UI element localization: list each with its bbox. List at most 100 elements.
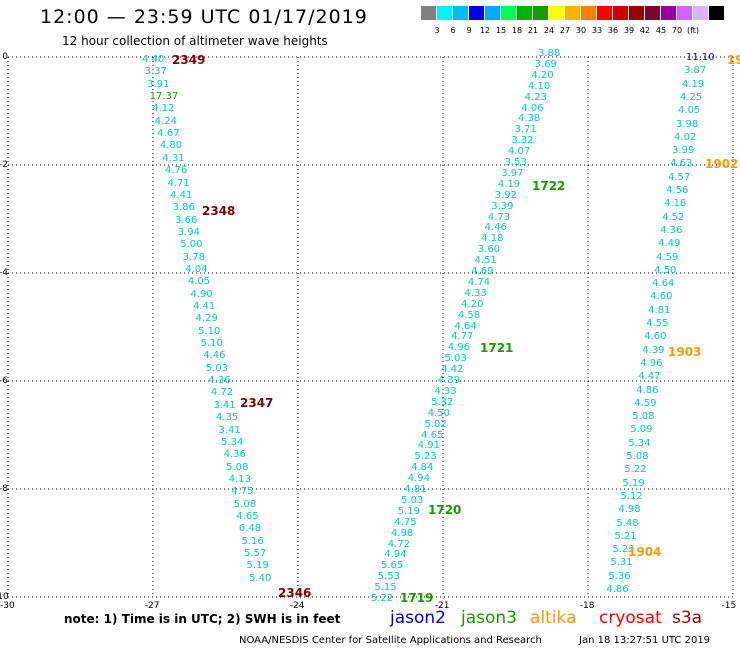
lat-lon-grid bbox=[7, 56, 734, 598]
wave-height-value: 4.72 bbox=[210, 387, 234, 399]
wave-height-value: 3.98 bbox=[676, 118, 699, 130]
wave-height-value: 4.69 bbox=[471, 266, 494, 277]
wave-height-value: 5.23 bbox=[414, 451, 437, 463]
wave-height-value: 4.65 bbox=[421, 429, 444, 441]
wave-height-value: 3.41 bbox=[218, 424, 241, 436]
wave-height-value: 4.23 bbox=[524, 91, 547, 103]
wave-height-value: 4.18 bbox=[481, 233, 504, 245]
color-swatch bbox=[709, 6, 724, 20]
color-swatch bbox=[437, 6, 452, 20]
wave-height-value: 4.36 bbox=[660, 224, 683, 236]
wave-height-value: 4.74 bbox=[467, 276, 491, 288]
color-scale-label: 3 bbox=[434, 26, 440, 35]
color-scale-label: 42 bbox=[639, 26, 651, 35]
pass-number-label: 1721 bbox=[480, 341, 514, 355]
legend-s3a: s3a bbox=[672, 608, 703, 628]
latitude-tick-label: -2 bbox=[0, 160, 8, 170]
legend-altika: altika bbox=[530, 608, 577, 628]
wave-height-value: 4.98 bbox=[391, 527, 414, 539]
wave-height-value: 4.33 bbox=[434, 385, 457, 397]
map-subtitle: 12 hour collection of altimeter wave hei… bbox=[62, 34, 328, 48]
color-scale-label: 30 bbox=[575, 26, 587, 35]
wave-height-value: 3.41 bbox=[213, 399, 236, 411]
pass-number-label: 2348 bbox=[202, 204, 236, 218]
wave-height-value: 4.57 bbox=[668, 171, 691, 183]
pass-number-label: 1902 bbox=[705, 157, 739, 171]
color-swatch bbox=[565, 6, 580, 20]
color-swatch bbox=[661, 6, 676, 20]
wave-height-value: 4.90 bbox=[190, 288, 213, 300]
wave-height-value: 4.19 bbox=[682, 78, 705, 90]
color-scale-label: 15 bbox=[495, 26, 507, 35]
wave-height-value: 4.02 bbox=[674, 131, 697, 143]
wave-height-value: 4.06 bbox=[521, 102, 544, 114]
longitude-tick-label: -27 bbox=[144, 601, 160, 611]
wave-height-value: 5.08 bbox=[626, 451, 649, 462]
wave-height-value: 4.13 bbox=[228, 473, 251, 485]
wave-height-value: 4.75 bbox=[231, 486, 254, 498]
wave-height-value: 4.19 bbox=[497, 178, 521, 190]
wave-height-value: 4.39 bbox=[437, 375, 461, 386]
wave-height-value: 3.71 bbox=[514, 124, 537, 136]
wave-height-value: 3.97 bbox=[501, 167, 524, 179]
wave-height-value: 4.80 bbox=[159, 140, 183, 152]
wave-height-value: 3.92 bbox=[494, 189, 517, 201]
wave-height-value: 5.53 bbox=[377, 571, 400, 583]
wave-height-value: 4.10 bbox=[527, 80, 551, 92]
wave-height-value: 4.46 bbox=[203, 350, 226, 362]
wave-height-value: 6.48 bbox=[238, 523, 262, 535]
wave-height-value: 5.08 bbox=[233, 498, 257, 510]
map-title: 12:00 — 23:59 UTC 01/17/2019 bbox=[40, 6, 368, 28]
wave-height-value: 4.55 bbox=[646, 318, 669, 329]
color-swatch bbox=[581, 6, 596, 20]
color-scale-label: 9 bbox=[466, 26, 472, 35]
pass-number-label: 2346 bbox=[278, 586, 312, 600]
wave-height-value: 4.52 bbox=[662, 211, 685, 223]
wave-height-value: 5.31 bbox=[610, 557, 633, 569]
wave-height-value: 4.20 bbox=[461, 298, 484, 310]
wave-height-value: 3.53 bbox=[504, 157, 527, 168]
wave-height-value: 4.04 bbox=[185, 263, 208, 275]
wave-height-value: 4.12 bbox=[152, 103, 175, 115]
wave-height-value: 4.91 bbox=[417, 440, 441, 452]
wave-height-value: 4.72 bbox=[387, 538, 410, 550]
legend-cryosat: cryosat bbox=[599, 608, 662, 628]
color-scale-label: 36 bbox=[607, 26, 619, 35]
wave-height-value: 3.99 bbox=[672, 145, 695, 157]
wave-height-value: 3.37 bbox=[144, 66, 167, 78]
wave-height-value: 4.05 bbox=[187, 276, 211, 288]
pass-number-label: 1720 bbox=[428, 503, 462, 517]
color-scale-label: 33 bbox=[591, 26, 603, 35]
color-swatch bbox=[629, 6, 644, 20]
wave-height-value: 4.81 bbox=[404, 484, 427, 495]
wave-height-value: 5.65 bbox=[381, 560, 404, 572]
wave-height-value: 4.40 bbox=[142, 54, 165, 65]
wave-height-value: 5.22 bbox=[371, 593, 394, 604]
latitude-tick-label: -8 bbox=[0, 484, 8, 494]
wave-height-value: 3.88 bbox=[538, 48, 561, 59]
wave-height-value: 4.98 bbox=[618, 504, 641, 516]
wave-height-value: 4.64 bbox=[652, 278, 675, 290]
wave-height-value: 4.96 bbox=[640, 357, 663, 369]
longitude-tick-label: -24 bbox=[289, 601, 305, 611]
color-scale-label: 27 bbox=[559, 26, 571, 35]
wave-height-value: 5.19 bbox=[397, 505, 420, 517]
wave-height-value: 4.56 bbox=[666, 185, 689, 196]
wave-height-value: 4.73 bbox=[487, 211, 511, 223]
wave-height-value: 3.39 bbox=[491, 200, 514, 212]
color-swatch bbox=[613, 6, 628, 20]
latitude-tick-label: -6 bbox=[0, 376, 8, 386]
wave-height-value: 5.48 bbox=[616, 517, 639, 529]
color-swatch bbox=[421, 6, 436, 20]
wave-height-value: 3.91 bbox=[147, 78, 170, 90]
wave-height-value: 5.02 bbox=[424, 418, 447, 430]
color-swatch bbox=[597, 6, 612, 20]
wave-height-value: 5.00 bbox=[180, 239, 203, 251]
wave-height-value: 4.50 bbox=[654, 264, 677, 276]
wave-height-value: 4.49 bbox=[658, 238, 681, 250]
wave-height-value: 4.24 bbox=[154, 115, 178, 127]
wave-height-value: 4.86 bbox=[636, 384, 659, 396]
wave-height-value: 4.63 bbox=[670, 158, 693, 170]
wave-height-value: 5.40 bbox=[249, 572, 272, 584]
longitude-tick-label: -21 bbox=[434, 601, 450, 611]
